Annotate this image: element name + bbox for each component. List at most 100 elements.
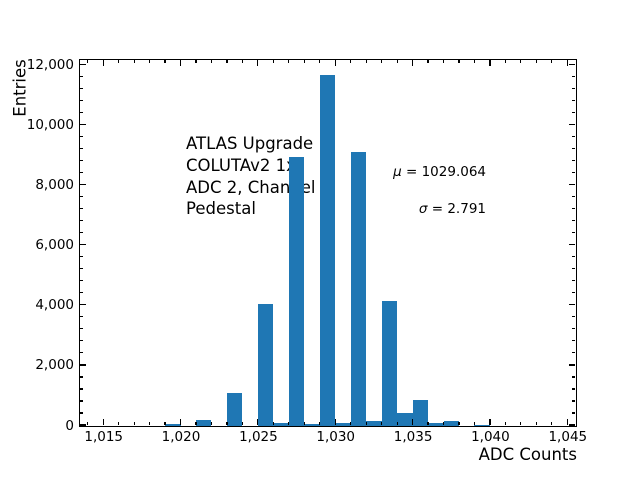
x-tick-mark xyxy=(288,421,290,425)
y-tick-mark xyxy=(571,328,575,330)
y-tick-mark xyxy=(571,99,575,102)
y-tick-mark xyxy=(80,268,84,270)
mu-symbol: μ xyxy=(393,164,402,180)
histogram-bar xyxy=(273,423,289,426)
x-tick-mark xyxy=(133,421,135,425)
x-tick-mark xyxy=(427,421,429,425)
y-tick-label: 12,000 xyxy=(26,57,74,73)
x-tick-mark xyxy=(520,421,522,425)
x-tick-mark xyxy=(350,421,352,425)
y-tick-mark xyxy=(80,172,84,174)
histogram-bar xyxy=(366,420,382,426)
y-tick-label: 4,000 xyxy=(35,297,74,314)
y-tick-mark xyxy=(571,196,575,198)
x-tick-mark xyxy=(334,60,336,66)
y-tick-mark xyxy=(80,111,84,114)
mu-stat: μ = 1029.064 xyxy=(393,164,486,180)
x-tick-mark xyxy=(241,60,243,64)
y-tick-mark xyxy=(80,316,84,318)
y-tick-label: 10,000 xyxy=(26,117,74,134)
y-tick-mark xyxy=(80,256,84,258)
y-tick-mark xyxy=(571,352,575,354)
histogram-bar xyxy=(443,421,459,426)
histogram-bar xyxy=(257,304,274,426)
y-tick-mark xyxy=(569,184,575,186)
x-tick-mark xyxy=(489,419,491,425)
annotation-block: ATLAS Upgrade COLUTAv2 1x ADC 2, Channel… xyxy=(186,133,331,220)
x-tick-label: 1,035 xyxy=(393,429,433,445)
x-tick-mark xyxy=(164,421,166,425)
y-tick-mark xyxy=(569,244,575,246)
y-tick-mark xyxy=(571,388,575,390)
y-tick-mark xyxy=(571,232,575,234)
y-tick-mark xyxy=(80,400,84,402)
y-tick-mark xyxy=(571,136,575,138)
y-tick-mark xyxy=(571,292,575,294)
x-tick-mark xyxy=(303,60,305,64)
x-tick-label: 1,045 xyxy=(548,429,588,445)
y-tick-mark xyxy=(80,184,86,186)
x-tick-mark xyxy=(381,60,383,64)
x-tick-mark xyxy=(566,419,568,425)
x-tick-mark xyxy=(365,60,367,64)
x-tick-mark xyxy=(396,60,398,64)
x-tick-mark xyxy=(226,60,228,64)
y-tick-mark xyxy=(571,172,575,174)
y-tick-mark xyxy=(571,400,575,402)
y-tick-mark xyxy=(571,87,575,90)
y-tick-mark xyxy=(80,196,84,198)
plot-area: ATLAS Upgrade COLUTAv2 1x ADC 2, Channel… xyxy=(79,59,577,427)
y-tick-mark xyxy=(569,123,575,126)
x-axis-label: ADC Counts xyxy=(478,445,577,464)
y-tick-label: 8,000 xyxy=(35,177,74,194)
x-tick-mark xyxy=(458,60,460,64)
x-tick-mark xyxy=(334,419,336,425)
y-tick-mark xyxy=(569,304,575,306)
x-tick-mark xyxy=(350,60,352,64)
x-tick-mark xyxy=(179,60,182,66)
x-tick-mark xyxy=(195,421,197,425)
y-tick-mark xyxy=(571,268,575,270)
x-tick-mark xyxy=(164,60,166,64)
histogram-bar xyxy=(319,74,336,426)
x-tick-mark xyxy=(489,60,491,66)
x-tick-mark xyxy=(396,421,398,425)
x-tick-mark xyxy=(566,60,568,66)
y-tick-mark xyxy=(571,208,575,210)
y-tick-mark xyxy=(571,148,575,150)
y-tick-label: 6,000 xyxy=(35,237,74,254)
y-tick-mark xyxy=(571,412,575,414)
x-tick-mark xyxy=(102,60,104,66)
x-tick-mark xyxy=(458,421,460,425)
x-tick-mark xyxy=(257,419,259,425)
histogram-bar xyxy=(335,422,351,426)
annotation-line: Pedestal xyxy=(186,199,256,219)
histogram-bar xyxy=(397,413,413,426)
histogram-bar xyxy=(226,392,243,426)
x-tick-mark xyxy=(319,421,321,425)
y-tick-mark xyxy=(80,364,86,366)
y-tick-mark xyxy=(80,99,84,102)
y-tick-mark xyxy=(80,160,84,162)
stats-block: μ = 1029.064 σ = 2.791 xyxy=(393,164,486,217)
y-tick-mark xyxy=(571,75,575,78)
y-tick-mark xyxy=(571,340,575,342)
sigma-symbol: σ xyxy=(418,201,428,217)
y-tick-label: 2,000 xyxy=(35,357,74,374)
annotation-line: ATLAS Upgrade xyxy=(186,134,314,153)
x-tick-mark xyxy=(102,419,104,425)
x-tick-mark xyxy=(149,421,151,425)
y-tick-mark xyxy=(80,63,86,66)
x-tick-mark xyxy=(303,421,305,425)
x-tick-mark xyxy=(381,421,383,425)
histogram-bar xyxy=(350,152,367,426)
y-tick-mark xyxy=(80,232,84,234)
x-tick-mark xyxy=(535,421,537,425)
x-tick-mark xyxy=(179,419,182,425)
x-tick-mark xyxy=(551,421,553,425)
y-tick-mark xyxy=(80,376,84,378)
x-tick-label: 1,015 xyxy=(84,429,124,445)
x-tick-mark xyxy=(551,60,553,64)
mu-value: = 1029.064 xyxy=(401,164,486,180)
